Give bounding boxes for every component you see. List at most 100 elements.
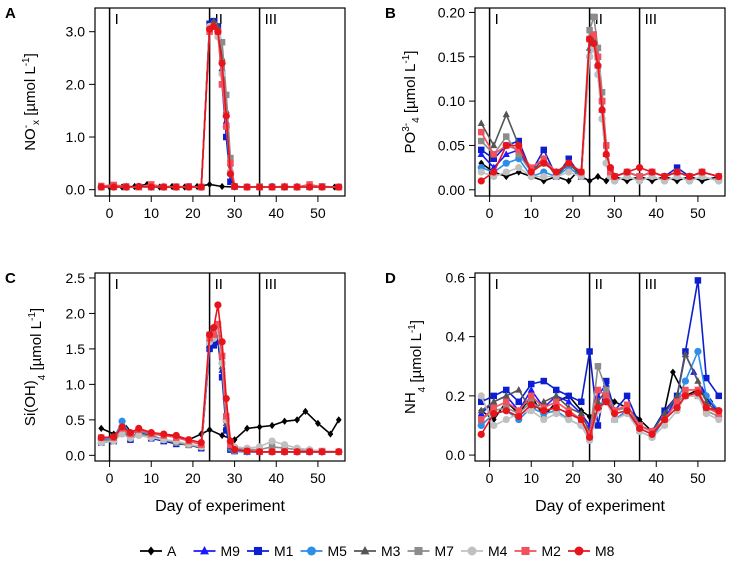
y-tick-label: 0.6 (446, 269, 466, 285)
data-point (715, 172, 723, 181)
data-point (606, 164, 615, 172)
data-point (490, 151, 497, 158)
legend-label: M9 (221, 543, 241, 559)
data-point (335, 416, 342, 424)
data-point (477, 406, 485, 414)
data-point (565, 392, 572, 400)
data-point (98, 424, 105, 432)
data-point (218, 59, 226, 67)
data-point (623, 407, 631, 415)
data-point (210, 342, 217, 349)
data-point (280, 441, 289, 449)
data-point (577, 168, 585, 176)
data-point (515, 412, 523, 421)
data-point (218, 81, 226, 88)
x-tick-label: 30 (227, 470, 243, 486)
data-point (210, 324, 218, 332)
data-point (135, 431, 143, 440)
y-tick-label: 0.10 (438, 93, 465, 109)
data-point (185, 436, 193, 444)
data-point (478, 398, 485, 406)
x-tick-label: 0 (106, 205, 114, 221)
data-point (540, 172, 548, 181)
x-tick-label: 10 (523, 205, 539, 221)
data-point (527, 401, 535, 409)
data-point (219, 182, 225, 191)
data-point (214, 320, 222, 328)
legend-label: M7 (435, 543, 455, 559)
data-point (540, 155, 547, 162)
data-point (477, 150, 485, 158)
data-point (553, 386, 560, 394)
data-point (268, 443, 276, 451)
data-point (681, 350, 690, 358)
data-point (552, 391, 560, 399)
data-point (610, 410, 619, 418)
legend-item-m9: M9 (193, 543, 241, 559)
data-point (97, 183, 105, 191)
data-point (280, 183, 289, 191)
data-point (565, 410, 573, 418)
data-point (318, 448, 326, 456)
legend-marker (414, 546, 423, 556)
data-point (515, 151, 522, 158)
data-point (147, 429, 155, 437)
series-line (480, 353, 720, 433)
phase-label: III (645, 11, 658, 28)
data-point (673, 164, 681, 171)
x-tick-label: 20 (185, 470, 201, 486)
data-point (527, 385, 535, 393)
phase-label: II (215, 11, 223, 28)
legend-marker (147, 546, 155, 556)
phase-label: III (645, 276, 658, 293)
phase-label: III (265, 11, 278, 28)
y-tick-label: 0.0 (66, 447, 86, 463)
series-a (98, 407, 342, 444)
data-point (147, 183, 155, 191)
panel-label: B (385, 5, 396, 22)
data-point (490, 421, 498, 430)
data-point (594, 44, 602, 52)
data-point (97, 433, 105, 442)
data-point (160, 183, 168, 191)
panel-label: A (5, 5, 16, 22)
data-point (552, 168, 560, 176)
data-point (565, 397, 573, 405)
y-axis-label: PO3-4 [µmol L-1] (401, 51, 422, 154)
data-point (206, 426, 213, 434)
data-point (670, 368, 676, 376)
x-axis-label: Day of experiment (535, 498, 665, 515)
series-m2 (478, 31, 722, 180)
data-point (673, 404, 681, 412)
data-point (594, 404, 602, 412)
data-point (185, 183, 193, 191)
data-point (227, 178, 234, 186)
data-point (477, 119, 485, 126)
data-point (682, 386, 689, 394)
y-axis-label: NH4 [µmol L-1] (402, 320, 428, 414)
data-point (694, 377, 702, 384)
data-point (223, 133, 230, 141)
y-tick-label: 2.5 (66, 270, 86, 286)
data-point (478, 416, 485, 423)
data-point (552, 404, 560, 412)
data-point (502, 391, 510, 399)
data-point (586, 348, 593, 355)
data-point (490, 415, 497, 424)
data-point (294, 416, 300, 424)
data-point (243, 183, 251, 191)
data-point (327, 430, 334, 438)
x-tick-label: 10 (143, 470, 159, 486)
data-point (126, 429, 135, 437)
y-tick-label: 2.0 (66, 76, 86, 92)
data-point (594, 62, 602, 70)
data-point (577, 415, 585, 424)
data-point (293, 183, 301, 191)
data-point (681, 392, 690, 400)
data-point (553, 398, 560, 406)
panel-label: C (5, 270, 16, 287)
data-point (223, 413, 230, 420)
data-point (502, 159, 510, 167)
